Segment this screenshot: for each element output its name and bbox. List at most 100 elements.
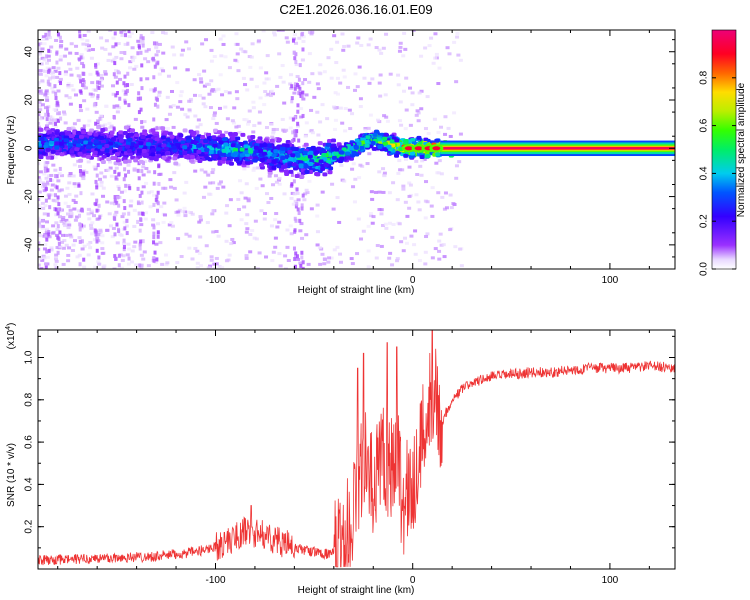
spectrogram-cell bbox=[419, 154, 425, 159]
spectrogram-cell bbox=[38, 108, 43, 112]
spectrogram-cell bbox=[316, 146, 322, 151]
spectrogram-cell bbox=[237, 207, 242, 211]
spectrogram-cell bbox=[58, 71, 62, 76]
colorbar-tick-label: 0.0 bbox=[699, 262, 710, 276]
spectrogram-cell bbox=[185, 138, 191, 143]
spectrogram-cell bbox=[157, 181, 161, 186]
spectrogram-cell bbox=[125, 253, 130, 257]
spectrogram-cell bbox=[70, 248, 75, 252]
spectrogram-cell bbox=[280, 30, 285, 32]
spectrogram-cell bbox=[122, 31, 127, 35]
spectrogram-cell bbox=[141, 36, 145, 41]
spectrogram-cell bbox=[172, 186, 177, 190]
spectrogram-cell bbox=[92, 214, 97, 218]
spectrogram-cell bbox=[103, 123, 108, 127]
spectrogram-cell bbox=[262, 81, 267, 85]
spectrogram-cell bbox=[71, 174, 76, 178]
spectrogram-cell bbox=[82, 99, 87, 103]
spectrogram-cell bbox=[106, 168, 111, 172]
spectrogram-cell bbox=[54, 91, 58, 96]
spectrogram-cell bbox=[276, 30, 281, 32]
spectrogram-cell bbox=[245, 88, 250, 92]
spectrogram-cell bbox=[50, 183, 55, 187]
spectrogram-cell bbox=[63, 70, 68, 74]
spectrogram-cell bbox=[172, 156, 178, 161]
spectrogram-cell bbox=[126, 41, 130, 46]
spectrogram-cell bbox=[309, 207, 314, 211]
spectrogram-cell bbox=[273, 174, 278, 178]
spectrogram-cell bbox=[338, 81, 343, 85]
spectrogram-cell bbox=[280, 64, 285, 68]
spectrogram-cell bbox=[391, 223, 396, 227]
spectrogram-cell bbox=[44, 124, 49, 128]
spectrogram-cell bbox=[182, 191, 187, 195]
spectrogram-cell bbox=[417, 208, 422, 212]
spectrogram-cell bbox=[85, 43, 90, 47]
spectrogram-cell bbox=[297, 77, 301, 82]
spectrogram-cell bbox=[80, 37, 85, 41]
spectrogram-cell bbox=[136, 186, 140, 191]
spectrogram-cell bbox=[377, 190, 382, 194]
spectrogram-cell bbox=[139, 263, 144, 267]
spectrogram-cell bbox=[372, 132, 378, 137]
spectrogram-cell bbox=[217, 106, 222, 110]
spectrogram-cell bbox=[434, 161, 439, 165]
y-tick-label: 0 bbox=[24, 145, 35, 151]
spectrogram-cell bbox=[254, 85, 259, 89]
spectrogram-cell bbox=[396, 83, 401, 87]
spectrogram-cell bbox=[75, 215, 80, 219]
spectrogram-cell bbox=[157, 164, 161, 169]
spectrogram-cell bbox=[47, 235, 52, 239]
spectrogram-cell bbox=[67, 246, 72, 250]
spectrogram-cell bbox=[283, 267, 288, 269]
spectrogram-cell bbox=[169, 89, 174, 93]
spectrogram-cell bbox=[217, 182, 222, 186]
spectrogram-cell bbox=[398, 100, 403, 104]
spectrogram-cell bbox=[88, 72, 93, 76]
spectrogram-cell bbox=[114, 256, 118, 261]
spectrogram-cell bbox=[95, 173, 99, 178]
spectrogram-cell bbox=[188, 97, 193, 101]
spectrogram-cell bbox=[387, 256, 392, 260]
spectrogram-cell bbox=[139, 239, 143, 244]
spectrogram-cell bbox=[113, 254, 117, 259]
spectrogram-cell bbox=[96, 163, 100, 168]
spectrogram-cell bbox=[123, 74, 127, 79]
spectrogram-cell bbox=[250, 229, 255, 233]
spectrogram-cell bbox=[152, 41, 156, 46]
spectrogram-cell bbox=[374, 256, 379, 260]
spectrogram-cell bbox=[178, 133, 184, 138]
spectrogram-burst bbox=[414, 146, 423, 151]
spectrogram-cell bbox=[294, 251, 298, 256]
spectrogram-cell bbox=[74, 134, 80, 139]
spectrogram-cell bbox=[275, 84, 280, 88]
spectrogram-cell bbox=[458, 132, 463, 136]
spectrogram-cell bbox=[87, 131, 93, 136]
spectrogram-cell bbox=[113, 61, 117, 66]
spectrogram-cell bbox=[134, 263, 139, 267]
spectrogram-cell bbox=[143, 211, 148, 215]
spectrogram-cell bbox=[92, 165, 97, 169]
spectrogram-cell bbox=[364, 139, 370, 144]
spectrogram-cell bbox=[78, 262, 82, 267]
spectrogram-cell bbox=[310, 131, 315, 135]
spectrogram-cell bbox=[50, 153, 55, 157]
spectrogram-cell bbox=[212, 155, 218, 160]
spectrogram-cell bbox=[293, 257, 297, 262]
spectrogram-cell bbox=[122, 220, 127, 224]
spectrogram-cell bbox=[113, 232, 117, 237]
spectrogram-cell bbox=[139, 77, 143, 82]
spectrogram-cell bbox=[40, 226, 45, 230]
spectrogram-cell bbox=[378, 73, 383, 77]
spectrogram-cell bbox=[94, 110, 99, 114]
spectrogram-cell bbox=[358, 105, 363, 109]
spectrogram-cell bbox=[38, 203, 41, 207]
spectrogram-cell bbox=[430, 256, 435, 260]
spectrogram-cell bbox=[273, 218, 278, 222]
spectrogram-cell bbox=[211, 117, 216, 121]
spectrogram-cell bbox=[38, 176, 41, 180]
spectrogram-cell bbox=[42, 212, 47, 216]
spectrogram-cell bbox=[317, 246, 322, 250]
spectrogram-cell bbox=[388, 251, 393, 255]
spectrogram-cell bbox=[138, 141, 144, 146]
